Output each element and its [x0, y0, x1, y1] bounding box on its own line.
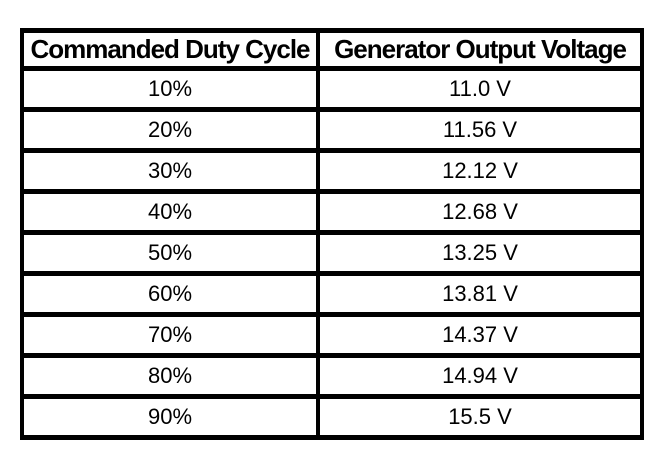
voltage-cell: 14.94 V	[316, 353, 644, 399]
table-row: 10% 11.0 V	[20, 66, 644, 112]
duty-cycle-cell: 80%	[20, 353, 320, 399]
duty-cycle-cell: 90%	[20, 394, 320, 440]
table-row: 60% 13.81 V	[20, 271, 644, 317]
duty-cycle-cell: 50%	[20, 230, 320, 276]
duty-cycle-cell: 60%	[20, 271, 320, 317]
table-row: 20% 11.56 V	[20, 107, 644, 153]
table-row: 80% 14.94 V	[20, 353, 644, 399]
voltage-cell: 15.5 V	[316, 394, 644, 440]
table-row: 90% 15.5 V	[20, 394, 644, 440]
voltage-cell: 13.25 V	[316, 230, 644, 276]
duty-cycle-cell: 30%	[20, 148, 320, 194]
table-body: 10% 11.0 V 20% 11.56 V 30% 12.12 V 40% 1…	[20, 66, 644, 440]
column-header-output-voltage: Generator Output Voltage	[316, 28, 644, 71]
voltage-cell: 11.56 V	[316, 107, 644, 153]
header-row: Commanded Duty Cycle Generator Output Vo…	[20, 28, 644, 71]
column-header-duty-cycle: Commanded Duty Cycle	[20, 28, 320, 71]
voltage-cell: 13.81 V	[316, 271, 644, 317]
duty-cycle-cell: 10%	[20, 66, 320, 112]
duty-cycle-cell: 70%	[20, 312, 320, 358]
duty-cycle-cell: 20%	[20, 107, 320, 153]
table-row: 40% 12.68 V	[20, 189, 644, 235]
voltage-cell: 11.0 V	[316, 66, 644, 112]
table-row: 30% 12.12 V	[20, 148, 644, 194]
voltage-cell: 12.68 V	[316, 189, 644, 235]
voltage-cell: 14.37 V	[316, 312, 644, 358]
table-row: 70% 14.37 V	[20, 312, 644, 358]
table-header: Commanded Duty Cycle Generator Output Vo…	[20, 28, 644, 71]
table-row: 50% 13.25 V	[20, 230, 644, 276]
duty-cycle-cell: 40%	[20, 189, 320, 235]
voltage-cell: 12.12 V	[316, 148, 644, 194]
duty-cycle-voltage-table: Commanded Duty Cycle Generator Output Vo…	[20, 28, 644, 440]
